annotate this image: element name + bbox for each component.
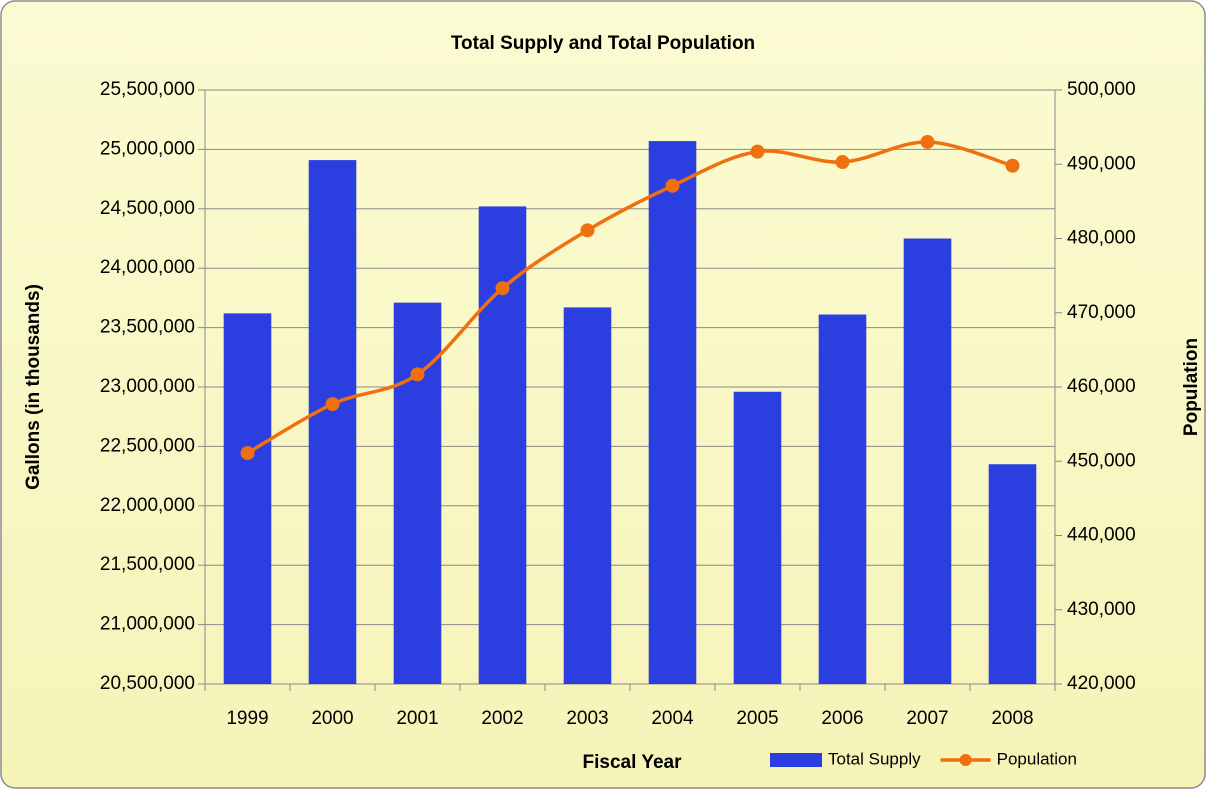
y2-tick-label: 420,000 [1067,673,1136,694]
y2-tick-label: 430,000 [1067,599,1136,620]
line-marker [750,144,765,159]
x-tick-label: 2001 [396,708,438,729]
x-tick-label: 2000 [311,708,353,729]
y-tick-label: 24,000,000 [100,257,195,278]
line-marker [1005,158,1020,173]
line [246,140,1013,455]
legend-label: Population [997,749,1077,768]
bar [223,313,272,684]
x-tick-label: 2005 [736,708,778,729]
y2-tick-label: 440,000 [1067,525,1136,546]
x-tick-label: 2007 [906,708,948,729]
x-tick-label: 2006 [821,708,863,729]
line-marker [495,281,510,296]
x-tick-label: 2003 [566,708,608,729]
y2-tick-label: 460,000 [1067,376,1136,397]
y-tick-label: 23,500,000 [100,317,195,338]
legend-label: Total Supply [828,749,921,768]
bar [903,238,952,684]
y-tick-label: 22,500,000 [100,435,195,456]
y2-tick-label: 450,000 [1067,450,1136,471]
bar [563,307,612,684]
bar [988,464,1037,684]
bar [393,302,442,684]
x-tick-label: 2002 [481,708,523,729]
y-tick-label: 25,500,000 [100,79,195,100]
line-marker [835,155,850,170]
bar [308,160,357,685]
bar [733,391,782,684]
y-tick-label: 21,000,000 [100,614,195,635]
y-tick-label: 21,500,000 [100,554,195,575]
bar [818,314,867,684]
y-tick-label: 23,000,000 [100,376,195,397]
y2-tick-label: 480,000 [1067,228,1136,249]
x-tick-label: 2004 [651,708,694,729]
line-marker [665,178,680,193]
line-marker [325,397,340,412]
y-tick-label: 24,500,000 [100,198,195,219]
line-marker [580,223,595,238]
x-axis-title: Fiscal Year [583,752,683,773]
y-tick-label: 22,000,000 [100,495,195,516]
y2-tick-label: 490,000 [1067,153,1136,174]
bar [648,141,697,685]
legend-swatch [770,753,822,767]
line-marker [920,134,935,149]
x-tick-label: 2008 [991,708,1033,729]
y-axis-title: Gallons (in thousands) [23,284,44,490]
line-marker [240,446,255,461]
legend-swatch [959,754,972,766]
y2-axis-title: Population [1181,338,1202,436]
y2-tick-label: 470,000 [1067,302,1136,323]
y-tick-label: 25,000,000 [100,138,195,159]
y-tick-label: 20,500,000 [100,673,195,694]
bar [478,206,527,684]
chart-title: Total Supply and Total Population [451,33,755,54]
x-tick-label: 1999 [226,708,268,729]
y2-tick-label: 500,000 [1067,79,1136,100]
line-marker [410,367,425,382]
